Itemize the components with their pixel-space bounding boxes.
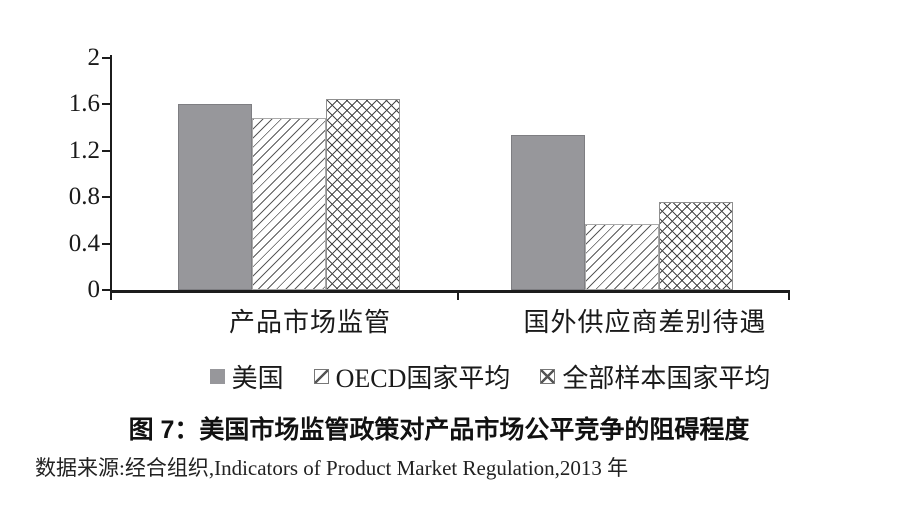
bar-series0-cat0: [178, 104, 252, 290]
y-axis-tick-label: 2: [87, 44, 101, 71]
y-axis-tick: [102, 103, 110, 106]
y-axis-tick-label: 0: [87, 276, 101, 303]
legend-swatch-icon: [540, 369, 556, 384]
y-axis-tick: [102, 57, 110, 59]
x-axis-tick-1: [457, 293, 459, 300]
x-axis-line: [110, 290, 790, 293]
legend-item-1: OECD国家平均: [313, 358, 511, 395]
bar-series1-cat0: [252, 118, 326, 290]
y-axis-tick-label: 0.8: [68, 183, 100, 211]
y-axis-tick-label: 0.4: [68, 229, 100, 257]
bar-series2-cat1: [659, 202, 733, 290]
bar-series0-cat1: [511, 135, 585, 290]
legend-item-2: 全部样本国家平均: [540, 358, 770, 395]
y-axis-tick: [102, 196, 110, 199]
y-axis-line: [110, 55, 112, 292]
x-axis-tick-2: [788, 293, 790, 300]
legend-swatch-icon: [209, 369, 225, 384]
y-axis-tick: [102, 289, 110, 291]
x-axis-category-label-0: 产品市场监管: [228, 308, 392, 337]
legend-item-0: 美国: [209, 358, 284, 395]
bar-series2-cat0: [326, 99, 400, 290]
legend-label: OECD国家平均: [335, 364, 511, 393]
y-axis-tick-label: 1.6: [68, 90, 100, 118]
y-axis-tick: [102, 242, 110, 245]
y-axis-tick: [102, 149, 110, 152]
figure-title: 图 7：美国市场监管政策对产品市场公平竞争的阻碍程度: [128, 416, 750, 444]
bar-series1-cat1: [585, 224, 659, 290]
x-axis-tick-0: [110, 293, 112, 300]
y-axis-tick-label: 1.2: [68, 136, 100, 164]
data-source-note: 数据来源:经合组织,Indicators of Product Market R…: [35, 456, 629, 480]
legend-swatch-icon: [313, 369, 329, 384]
x-axis-category-label-1: 国外供应商差别待遇: [523, 308, 767, 337]
chart-legend: 美国 OECD国家平均 全部样本国家平均: [0, 358, 900, 395]
legend-label: 全部样本国家平均: [562, 364, 771, 393]
legend-label: 美国: [231, 364, 284, 393]
